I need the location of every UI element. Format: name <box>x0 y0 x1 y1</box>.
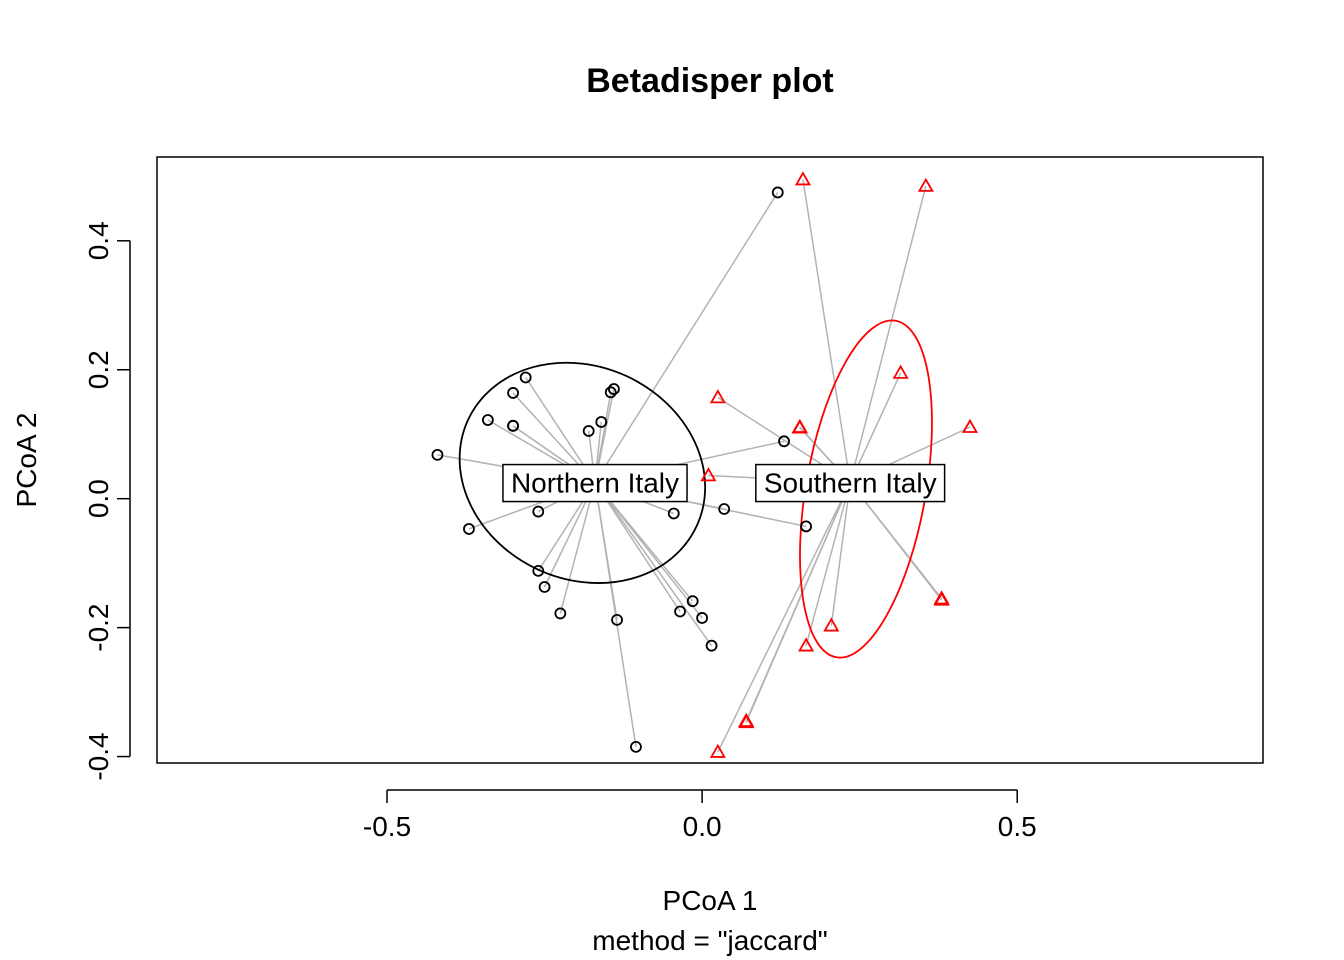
x-axis-subtitle: method = "jaccard" <box>592 925 827 956</box>
data-point <box>532 505 545 518</box>
data-point <box>794 171 812 186</box>
dispersion-ellipse <box>458 361 707 584</box>
group-label-box <box>502 463 688 503</box>
data-point <box>463 523 475 535</box>
data-point <box>696 612 709 624</box>
data-point <box>595 416 608 428</box>
data-point <box>705 639 718 652</box>
data-point <box>933 591 950 606</box>
data-point <box>823 617 840 632</box>
chart-title: Betadisper plot <box>586 62 833 100</box>
data-point <box>630 740 642 753</box>
y-tick-label: 0.4 <box>83 221 114 260</box>
x-tick-label: 0.5 <box>998 811 1037 842</box>
data-point <box>686 595 699 608</box>
data-point <box>700 467 717 482</box>
centroid-segment <box>805 482 851 646</box>
data-point <box>738 714 755 729</box>
centroid-segment <box>559 482 596 614</box>
data-point <box>778 435 790 448</box>
centroid-segment <box>830 482 851 626</box>
x-axis-label: PCoA 1 <box>663 885 758 916</box>
data-point <box>709 743 726 758</box>
data-point <box>582 425 595 437</box>
centroid-segment <box>594 482 681 612</box>
data-point <box>554 607 567 620</box>
group-label-box <box>755 463 946 503</box>
data-point <box>674 605 686 618</box>
data-point <box>709 389 726 404</box>
data-point <box>431 448 444 461</box>
x-tick-label: -0.5 <box>363 811 411 842</box>
data-point <box>507 419 519 432</box>
data-point <box>917 177 934 192</box>
centroid-segment <box>802 179 851 483</box>
data-point <box>961 418 979 433</box>
centroid-segment <box>594 482 703 619</box>
data-point <box>604 386 617 399</box>
y-tick-label: -0.2 <box>83 603 114 651</box>
centroid-segment <box>745 482 851 723</box>
centroid-segment <box>594 192 779 483</box>
data-point <box>791 419 808 434</box>
data-point <box>800 520 813 533</box>
y-tick-label: -0.4 <box>83 732 114 780</box>
centroid-segment <box>849 185 927 483</box>
x-tick-label: 0.0 <box>683 811 722 842</box>
data-point <box>607 383 620 395</box>
centroid-segment <box>594 482 713 647</box>
plot-frame <box>156 156 1264 764</box>
y-tick-label: 0.2 <box>83 350 114 389</box>
y-axis-label: PCoA 2 <box>11 413 42 508</box>
y-tick-label: 0.0 <box>83 479 114 518</box>
data-point <box>798 637 815 652</box>
centroid-segment <box>717 482 851 753</box>
data-point <box>481 414 494 426</box>
group-label: Northern Italy <box>511 468 679 499</box>
data-point <box>519 371 532 384</box>
data-point <box>532 564 545 577</box>
group-label: Southern Italy <box>764 468 937 499</box>
data-point <box>771 186 784 199</box>
data-point <box>538 581 551 593</box>
data-point <box>507 387 519 399</box>
data-point <box>667 507 680 520</box>
data-point <box>718 503 731 515</box>
data-point <box>611 613 623 626</box>
data-point <box>892 364 909 379</box>
